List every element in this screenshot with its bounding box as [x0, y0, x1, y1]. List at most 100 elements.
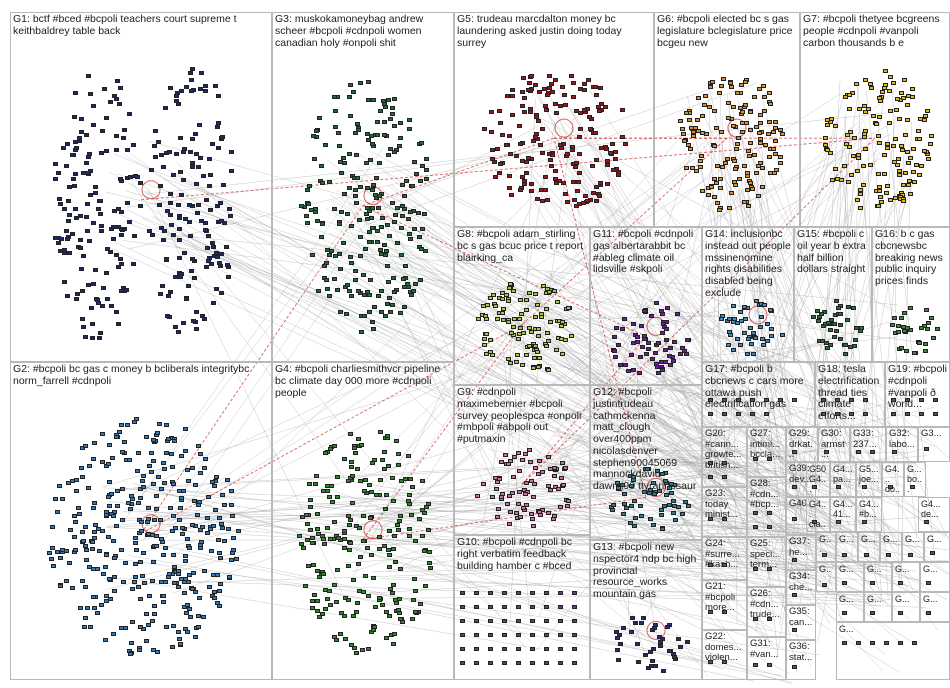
vertex	[310, 252, 316, 257]
vertex	[314, 474, 320, 479]
group-panel-g61: G...	[836, 592, 864, 622]
edge	[615, 393, 708, 562]
vertex	[320, 611, 326, 616]
vertex	[116, 206, 122, 211]
vertex	[193, 131, 199, 136]
vertex	[385, 98, 391, 103]
vertex	[90, 336, 96, 341]
edge	[648, 316, 812, 667]
vertex	[616, 486, 621, 491]
vertex	[837, 337, 843, 342]
vertex	[151, 611, 157, 616]
vertex	[547, 487, 553, 492]
vertex	[591, 190, 597, 195]
edge	[353, 125, 539, 226]
vertex	[119, 449, 125, 454]
vertex	[670, 511, 676, 516]
vertex	[203, 198, 209, 203]
vertex	[902, 77, 908, 82]
group-label-g36: G36: stat...	[789, 641, 813, 663]
group-label-g25: G25: speci... term...	[750, 538, 783, 571]
vertex	[572, 633, 577, 638]
vertex	[84, 548, 90, 553]
vertex	[722, 398, 727, 403]
vertex	[753, 663, 758, 668]
vertex	[53, 236, 59, 241]
vertex	[320, 181, 326, 186]
vertex	[230, 536, 236, 541]
edge	[111, 248, 819, 573]
vertex	[93, 184, 99, 189]
vertex	[70, 586, 76, 591]
edge	[669, 151, 881, 550]
vertex	[758, 324, 764, 329]
vertex	[878, 199, 884, 204]
vertex	[583, 193, 589, 198]
vertex	[734, 91, 740, 96]
vertex	[923, 342, 929, 347]
vertex	[331, 634, 337, 639]
vertex	[629, 504, 635, 509]
vertex	[481, 337, 487, 342]
vertex	[90, 122, 96, 127]
vertex	[368, 134, 374, 139]
vertex	[650, 647, 656, 652]
vertex	[488, 605, 493, 610]
edge	[114, 153, 905, 479]
vertex	[97, 331, 103, 336]
edge	[133, 455, 710, 488]
vertex	[545, 367, 551, 372]
vertex	[893, 136, 899, 141]
group-label-g13: G13: #bcpoli new nspector4 ndp bc high p…	[593, 541, 700, 600]
vertex	[167, 571, 173, 576]
group-label-g33: G33: 237...	[853, 428, 877, 450]
vertex	[400, 276, 406, 281]
vertex	[304, 188, 310, 193]
vertex	[57, 484, 63, 489]
vertex	[355, 175, 361, 180]
vertex	[132, 536, 138, 541]
vertex	[186, 283, 192, 288]
edge	[377, 490, 950, 551]
vertex	[348, 465, 354, 470]
vertex	[549, 163, 555, 168]
vertex	[365, 131, 371, 136]
vertex	[673, 517, 679, 522]
vertex	[154, 533, 160, 538]
vertex	[162, 481, 168, 486]
edge	[402, 566, 792, 684]
vertex	[368, 552, 374, 557]
vertex	[863, 412, 868, 417]
vertex	[525, 156, 531, 161]
vertex	[417, 234, 423, 239]
vertex	[510, 325, 516, 330]
vertex	[370, 320, 376, 325]
vertex	[95, 297, 101, 302]
vertex	[202, 568, 208, 573]
vertex	[208, 526, 214, 531]
vertex	[407, 526, 413, 531]
vertex	[638, 503, 644, 508]
vertex	[167, 86, 173, 91]
vertex	[70, 232, 76, 237]
vertex	[573, 165, 579, 170]
vertex	[375, 205, 381, 210]
vertex	[191, 318, 197, 323]
vertex	[519, 312, 525, 317]
vertex	[157, 517, 163, 522]
vertex	[759, 315, 765, 320]
vertex	[81, 539, 87, 544]
vertex	[57, 583, 63, 588]
vertex	[631, 523, 637, 528]
vertex	[492, 304, 498, 309]
group-label-g51: G4... de...	[921, 499, 944, 520]
vertex	[382, 313, 388, 318]
vertex	[490, 147, 496, 152]
vertex	[212, 84, 218, 89]
vertex	[322, 450, 328, 455]
vertex	[535, 118, 541, 123]
vertex	[335, 568, 341, 573]
vertex	[857, 205, 863, 210]
vertex	[541, 284, 547, 289]
vertex	[348, 459, 354, 464]
